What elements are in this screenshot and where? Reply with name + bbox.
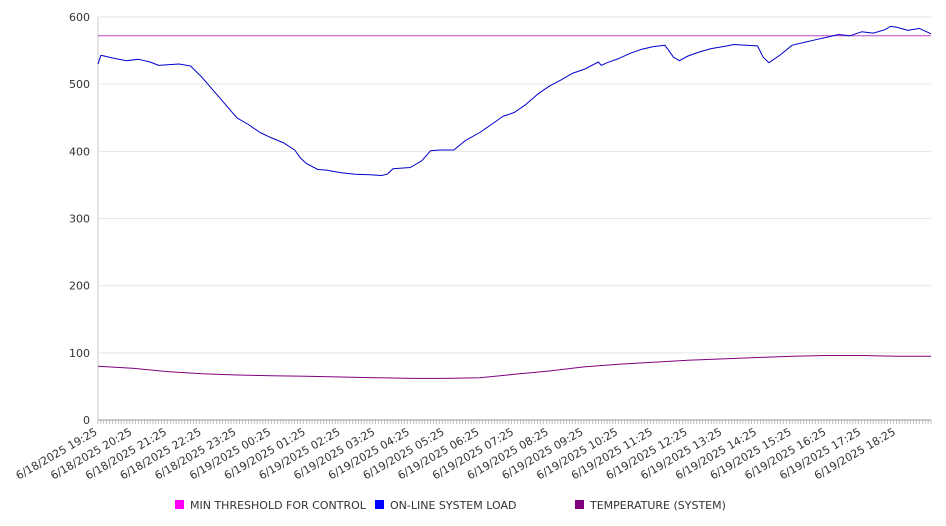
legend-label: TEMPERATURE (SYSTEM) xyxy=(589,499,726,512)
y-tick-label: 400 xyxy=(69,145,90,158)
y-tick-label: 500 xyxy=(69,78,90,91)
y-tick-label: 300 xyxy=(69,213,90,226)
legend: MIN THRESHOLD FOR CONTROL ON-LINE SYSTEM … xyxy=(175,499,726,512)
y-tick-label: 600 xyxy=(69,11,90,24)
series-line-on-line-system-load xyxy=(97,25,932,176)
y-tick-label: 200 xyxy=(69,280,90,293)
gridlines xyxy=(98,16,931,421)
y-tick-label: 100 xyxy=(69,347,90,360)
legend-label: MIN THRESHOLD FOR CONTROL xyxy=(190,499,367,512)
legend-swatch xyxy=(375,500,384,509)
legend-swatch xyxy=(575,500,584,509)
legend-label: ON-LINE SYSTEM LOAD xyxy=(390,499,516,512)
series-line-temperature-system xyxy=(97,355,931,379)
y-tick-label: 0 xyxy=(83,414,90,427)
data-series xyxy=(97,25,932,379)
legend-swatch xyxy=(175,500,184,509)
